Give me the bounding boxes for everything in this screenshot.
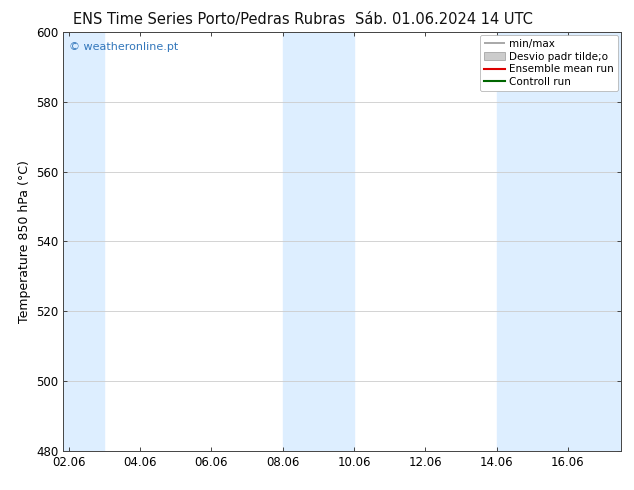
- Y-axis label: Temperature 850 hPa (°C): Temperature 850 hPa (°C): [18, 160, 30, 323]
- Text: © weatheronline.pt: © weatheronline.pt: [69, 42, 178, 52]
- Legend: min/max, Desvio padr tilde;o, Ensemble mean run, Controll run: min/max, Desvio padr tilde;o, Ensemble m…: [480, 35, 618, 91]
- Text: Sáb. 01.06.2024 14 UTC: Sáb. 01.06.2024 14 UTC: [355, 12, 533, 27]
- Bar: [63, 32, 105, 451]
- Bar: [283, 32, 354, 451]
- Bar: [496, 32, 621, 451]
- Text: ENS Time Series Porto/Pedras Rubras: ENS Time Series Porto/Pedras Rubras: [73, 12, 346, 27]
